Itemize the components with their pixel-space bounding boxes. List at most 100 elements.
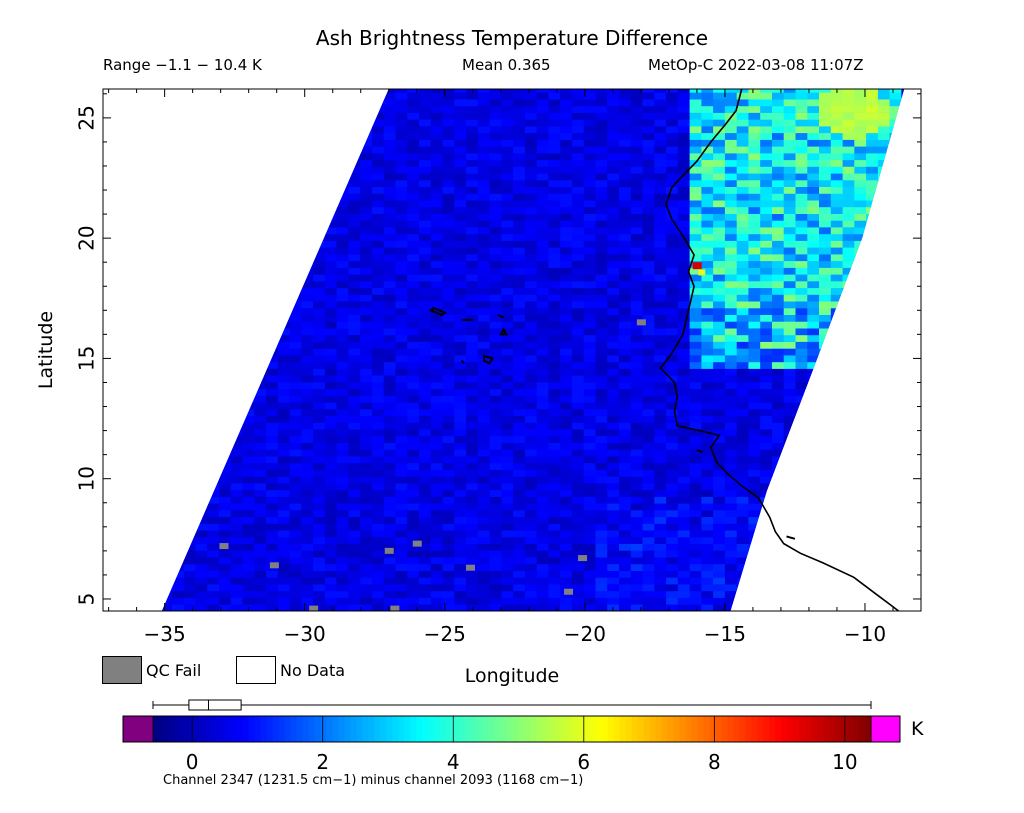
swath-pixel — [654, 382, 667, 390]
swath-pixel — [889, 233, 902, 241]
swath-pixel — [137, 268, 149, 275]
swath-pixel — [842, 166, 855, 174]
swath-pixel — [195, 543, 208, 551]
swath-pixel — [736, 604, 749, 611]
swath-pixel — [830, 274, 843, 282]
swath-pixel — [783, 240, 796, 248]
swath-pixel — [195, 388, 208, 396]
swath-pixel — [289, 563, 302, 571]
swath-pixel — [913, 389, 925, 396]
swath-pixel — [171, 435, 185, 443]
swath-pixel — [313, 489, 326, 497]
swath-pixel — [137, 261, 149, 268]
swath-pixel — [195, 200, 208, 208]
swath-pixel — [419, 395, 432, 403]
swath-pixel — [901, 227, 905, 235]
swath-pixel — [772, 375, 785, 383]
swath-pixel — [161, 132, 173, 140]
swath-pixel — [254, 550, 267, 558]
swath-pixel — [501, 368, 514, 376]
swath-pixel — [466, 415, 479, 423]
swath-pixel — [466, 449, 479, 457]
swath-pixel — [913, 550, 925, 557]
swath-pixel — [772, 132, 785, 140]
swath-pixel — [913, 348, 925, 355]
swath-pixel — [360, 348, 373, 356]
swath-pixel — [819, 254, 832, 262]
swath-pixel — [830, 523, 843, 531]
swath-pixel — [689, 483, 702, 491]
swath-pixel — [595, 415, 608, 423]
swath-pixel — [630, 274, 643, 282]
swath-pixel — [289, 314, 302, 322]
swath-pixel — [513, 597, 526, 605]
swath-pixel — [760, 173, 773, 181]
swath-pixel — [877, 314, 891, 322]
swath-pixel — [642, 557, 655, 565]
swath-pixel — [724, 294, 738, 302]
swath-pixel — [266, 530, 279, 538]
swath-pixel — [242, 435, 255, 443]
swath-pixel — [607, 173, 620, 181]
swath-pixel — [677, 523, 690, 531]
swath-pixel — [560, 132, 573, 140]
swath-pixel — [583, 240, 596, 248]
swath-pixel — [666, 341, 679, 349]
swath-pixel — [713, 429, 726, 437]
swath-pixel — [336, 388, 349, 396]
swath-pixel — [195, 274, 208, 282]
swath-pixel — [772, 294, 785, 302]
swath-pixel — [595, 247, 608, 255]
swath-pixel — [266, 348, 279, 356]
swath-pixel — [560, 462, 573, 470]
swath-pixel — [407, 220, 420, 228]
swath-pixel — [360, 355, 373, 363]
swath-pixel — [383, 523, 396, 531]
swath-pixel — [889, 597, 902, 605]
swath-pixel — [795, 375, 808, 383]
swath-pixel — [336, 301, 349, 309]
swath-pixel — [230, 476, 243, 484]
swath-pixel — [430, 604, 443, 611]
swath-pixel — [783, 153, 796, 161]
swath-pixel — [383, 462, 396, 470]
swath-pixel — [724, 469, 738, 477]
swath-pixel — [689, 146, 702, 154]
swath-pixel — [736, 213, 749, 221]
swath-pixel — [348, 173, 361, 181]
swath-pixel — [536, 139, 549, 147]
swath-pixel — [360, 530, 373, 538]
swath-pixel — [713, 456, 726, 464]
swath-pixel — [583, 334, 596, 342]
swath-pixel — [489, 408, 502, 416]
swath-pixel — [548, 388, 561, 396]
swath-pixel — [548, 146, 561, 154]
swath-pixel — [795, 469, 808, 477]
swath-pixel — [607, 126, 620, 134]
swath-pixel — [760, 442, 773, 450]
swath-pixel — [313, 530, 326, 538]
swath-pixel — [171, 597, 185, 605]
swath-pixel — [207, 179, 220, 187]
swath-pixel — [866, 132, 879, 140]
swath-pixel — [148, 106, 160, 113]
swath-pixel — [207, 287, 220, 295]
swath-pixel — [336, 247, 349, 255]
swath-pixel — [301, 119, 314, 127]
swath-pixel — [466, 260, 479, 268]
swath-pixel — [171, 193, 185, 201]
swath-pixel — [242, 294, 255, 302]
swath-pixel — [583, 415, 596, 423]
swath-pixel — [289, 557, 302, 565]
swath-pixel — [842, 193, 855, 201]
swath-pixel — [642, 516, 655, 524]
swath-pixel — [442, 496, 455, 504]
swath-pixel — [677, 341, 690, 349]
swath-pixel — [689, 382, 702, 390]
swath-pixel — [171, 422, 185, 430]
swath-pixel — [395, 462, 408, 470]
swath-pixel — [819, 604, 832, 611]
swath-pixel — [383, 105, 396, 113]
swath-pixel — [254, 402, 267, 410]
swath-pixel — [266, 254, 279, 262]
